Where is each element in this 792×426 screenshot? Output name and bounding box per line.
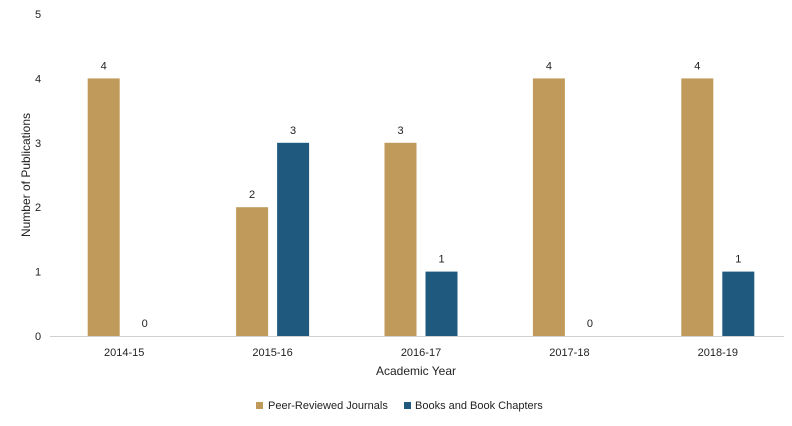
legend-label-journals: Peer-Reviewed Journals bbox=[268, 400, 388, 412]
data-label: 1 bbox=[735, 254, 741, 266]
bar-journals-2015-16 bbox=[236, 207, 269, 336]
y-tick-label: 0 bbox=[35, 331, 41, 343]
y-tick-label: 5 bbox=[35, 9, 41, 21]
x-tick-label: 2017-18 bbox=[549, 347, 589, 359]
y-tick-label: 4 bbox=[35, 73, 41, 85]
x-tick-label: 2018-19 bbox=[698, 347, 738, 359]
bar-journals-2017-18 bbox=[532, 78, 565, 337]
y-tick-label: 3 bbox=[35, 138, 41, 150]
data-label: 4 bbox=[694, 60, 700, 72]
y-tick-label: 2 bbox=[35, 202, 41, 214]
data-label: 4 bbox=[546, 60, 552, 72]
data-label: 3 bbox=[290, 125, 296, 137]
bar-books-2016-17 bbox=[425, 271, 458, 336]
legend: Peer-Reviewed Journals Books and Book Cha… bbox=[256, 400, 543, 412]
x-tick-label: 2014-15 bbox=[104, 347, 144, 359]
data-label: 2 bbox=[249, 189, 255, 201]
data-labels: 4 0 2 3 3 1 4 0 4 1 bbox=[101, 60, 742, 330]
bar-journals-2014-15 bbox=[87, 78, 120, 337]
legend-swatch-books bbox=[404, 402, 411, 409]
y-axis-title: Number of Publications bbox=[19, 113, 33, 237]
bar-journals-2018-19 bbox=[681, 78, 714, 337]
x-tick-label: 2016-17 bbox=[401, 347, 441, 359]
y-axis-ticks: 0 1 2 3 4 5 bbox=[35, 9, 41, 343]
bar-books-2018-19 bbox=[722, 271, 755, 336]
data-label: 1 bbox=[438, 254, 444, 266]
data-label: 0 bbox=[142, 318, 148, 330]
bar-journals-2016-17 bbox=[384, 142, 417, 336]
data-label: 4 bbox=[101, 60, 107, 72]
x-axis-title: Academic Year bbox=[376, 364, 456, 378]
y-tick-label: 1 bbox=[35, 267, 41, 279]
x-tick-label: 2015-16 bbox=[252, 347, 292, 359]
bars bbox=[87, 78, 755, 337]
legend-swatch-journals bbox=[256, 402, 263, 409]
x-axis-ticks: 2014-15 2015-16 2016-17 2017-18 2018-19 bbox=[104, 347, 738, 359]
legend-label-books: Books and Book Chapters bbox=[415, 400, 543, 412]
data-label: 3 bbox=[397, 125, 403, 137]
bar-books-2015-16 bbox=[277, 142, 310, 336]
data-label: 0 bbox=[587, 318, 593, 330]
